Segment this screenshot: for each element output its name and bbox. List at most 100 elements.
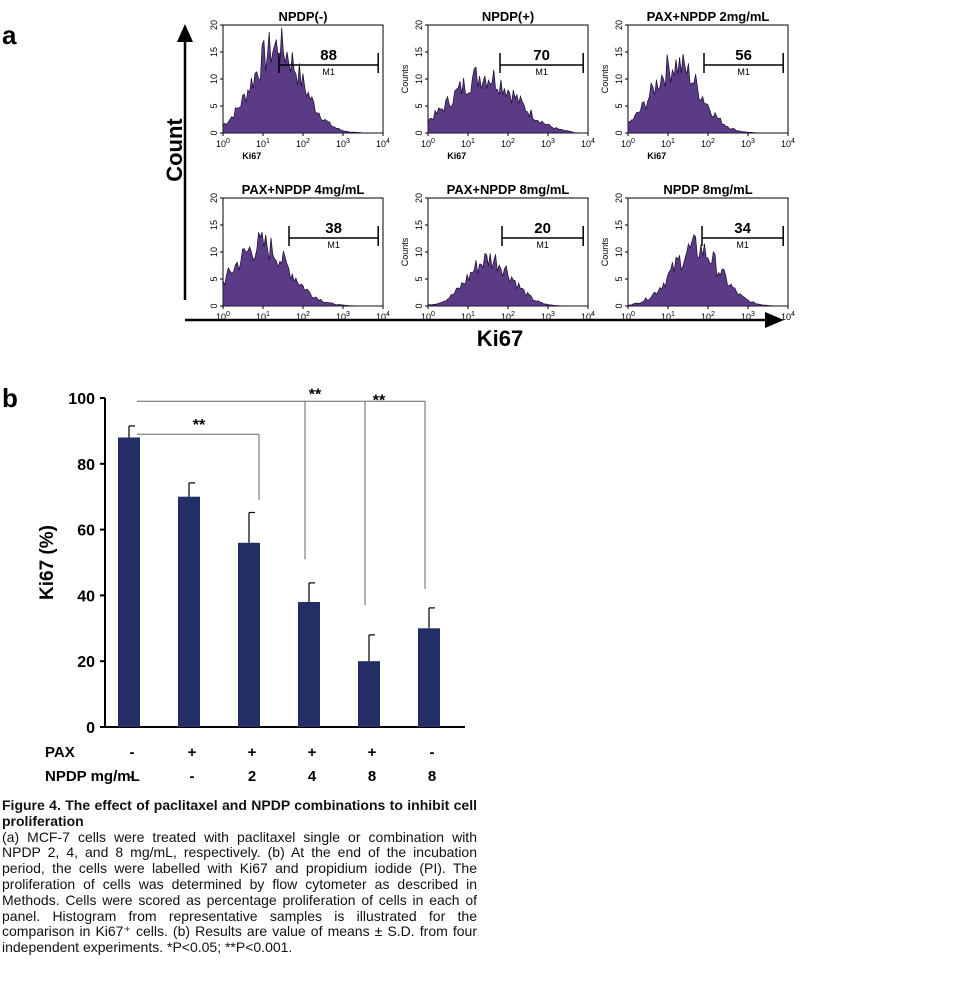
- histogram-x-tick-label: 102: [296, 311, 310, 322]
- histogram-y-label: Counts: [600, 64, 610, 93]
- bar-y-tick-label: 80: [77, 457, 95, 474]
- gate-label: M1: [737, 67, 750, 77]
- histogram-x-tick-label: 101: [461, 311, 475, 322]
- histogram-y-tick-label: 10: [614, 74, 624, 84]
- histogram-y-tick-label: 15: [614, 47, 624, 57]
- gate-value: 34: [734, 220, 751, 237]
- bar-chart-y-label: Ki67 (%): [37, 525, 58, 600]
- histogram-y-label: Counts: [400, 237, 410, 266]
- histogram-panel: NPDP 8mg/mL 0 5 10 15 20 Counts 100 101 102 103 104…: [600, 182, 795, 322]
- histogram-y-tick-label: 20: [209, 20, 219, 30]
- histogram-y-tick-label: 0: [209, 130, 219, 135]
- histogram-y-tick-label: 20: [414, 193, 424, 203]
- treatment-row-value: +: [368, 744, 377, 761]
- panel-a-y-arrowhead: [177, 24, 193, 42]
- histogram-x-tick-label: 100: [621, 138, 635, 149]
- bar: [238, 542, 260, 727]
- histogram-panel: NPDP(+) 0 5 10 15 20 Counts 100 101 102 103 104 Ki67…: [400, 9, 595, 161]
- panel-b-letter: b: [2, 383, 18, 413]
- histogram-x-label: Ki67: [242, 151, 261, 161]
- histogram-y-tick-label: 15: [414, 220, 424, 230]
- histogram-y-label: Counts: [400, 64, 410, 93]
- histogram-title: PAX+NPDP 2mg/mL: [647, 9, 770, 24]
- bar: [298, 601, 320, 727]
- treatment-row-label: NPDP mg/mL: [45, 768, 140, 785]
- gate-value: 38: [325, 220, 342, 237]
- histogram-title: PAX+NPDP 4mg/mL: [242, 182, 365, 197]
- treatment-row-value: +: [308, 744, 317, 761]
- histogram-y-tick-label: 5: [614, 276, 624, 281]
- histogram-y-tick-label: 0: [614, 303, 624, 308]
- histogram-area: [627, 234, 788, 307]
- caption-title: Figure 4. The effect of paclitaxel and N…: [2, 797, 477, 829]
- bar: [118, 437, 140, 727]
- treatment-row-value: -: [430, 744, 435, 761]
- histogram-x-tick-label: 102: [501, 311, 515, 322]
- histogram-x-tick-label: 100: [421, 311, 435, 322]
- treatment-row-value: 8: [428, 768, 436, 785]
- histogram-area: [427, 66, 589, 134]
- histogram-y-tick-label: 20: [614, 193, 624, 203]
- histogram-x-tick-label: 101: [661, 138, 675, 149]
- histogram-y-tick-label: 0: [414, 303, 424, 308]
- histogram-panel: PAX+NPDP 8mg/mL 0 5 10 15 20 Counts 100 101 102 10…: [400, 182, 595, 322]
- figure-caption: Figure 4. The effect of paclitaxel and N…: [2, 797, 477, 956]
- histogram-x-tick-label: 104: [376, 138, 390, 149]
- histogram-y-tick-label: 15: [414, 47, 424, 57]
- gate-label: M1: [535, 67, 548, 77]
- bar-y-tick-label: 100: [68, 391, 95, 408]
- gate-value: 20: [534, 220, 551, 237]
- histogram-x-label: Ki67: [447, 151, 466, 161]
- histogram-y-tick-label: 0: [414, 130, 424, 135]
- histogram-panel: PAX+NPDP 2mg/mL 0 5 10 15 20 Counts 100 101 102 10…: [600, 9, 795, 161]
- histogram-y-tick-label: 5: [209, 103, 219, 108]
- histogram-x-tick-label: 100: [421, 138, 435, 149]
- histogram-y-tick-label: 20: [209, 193, 219, 203]
- histogram-x-tick-label: 101: [256, 138, 270, 149]
- panel-a-letter: a: [2, 20, 17, 50]
- histogram-panel: PAX+NPDP 4mg/mL 0 5 10 15 20 100 101 102 103 104 38…: [209, 182, 390, 322]
- panel-a-x-arrowhead: [765, 312, 784, 328]
- histogram-x-tick-label: 104: [581, 138, 595, 149]
- histogram-x-tick-label: 103: [741, 311, 755, 322]
- histogram-title: NPDP(-): [278, 9, 327, 24]
- histogram-y-tick-label: 15: [209, 47, 219, 57]
- histogram-y-tick-label: 20: [414, 20, 424, 30]
- histogram-x-tick-label: 102: [501, 138, 515, 149]
- gate-label: M1: [736, 240, 749, 250]
- panel-a-x-label: Ki67: [477, 326, 523, 351]
- gate-label: M1: [536, 240, 549, 250]
- histogram-y-tick-label: 10: [209, 74, 219, 84]
- histogram-y-tick-label: 10: [209, 247, 219, 257]
- bar: [358, 661, 380, 727]
- histogram-x-tick-label: 102: [701, 311, 715, 322]
- panel-a-axes: Count Ki67: [162, 24, 784, 351]
- histogram-x-tick-label: 103: [541, 311, 555, 322]
- histogram-x-tick-label: 104: [781, 138, 795, 149]
- treatment-row-value: 4: [308, 768, 317, 785]
- treatment-row-value: +: [248, 744, 257, 761]
- gate-value: 70: [533, 47, 550, 64]
- histogram-x-tick-label: 101: [661, 311, 675, 322]
- histogram-x-tick-label: 104: [781, 311, 795, 322]
- histogram-x-tick-label: 102: [296, 138, 310, 149]
- treatment-row-value: -: [130, 768, 135, 785]
- histogram-y-tick-label: 5: [414, 103, 424, 108]
- histogram-x-tick-label: 103: [336, 138, 350, 149]
- histogram-y-tick-label: 20: [614, 20, 624, 30]
- treatment-row-value: +: [188, 744, 197, 761]
- histogram-area: [222, 27, 383, 134]
- significance-mark: **: [373, 392, 386, 409]
- treatment-row-value: -: [130, 744, 135, 761]
- treatment-row-value: 2: [248, 768, 256, 785]
- histogram-x-tick-label: 100: [621, 311, 635, 322]
- bar-y-tick-label: 20: [77, 654, 95, 671]
- histogram-x-tick-label: 104: [376, 311, 390, 322]
- bar-y-tick-label: 0: [86, 720, 95, 737]
- histogram-x-label: Ki67: [647, 151, 666, 161]
- bar: [418, 628, 440, 727]
- histogram-y-tick-label: 10: [614, 247, 624, 257]
- caption-body: (a) MCF-7 cells were treated with paclit…: [2, 828, 477, 956]
- histogram-x-tick-label: 100: [216, 311, 230, 322]
